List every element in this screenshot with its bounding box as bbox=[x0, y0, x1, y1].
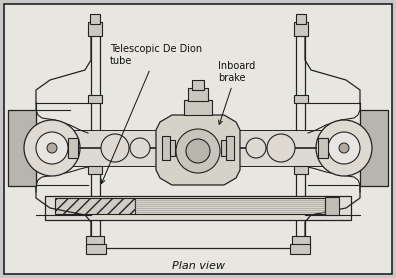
Bar bbox=[45, 130, 351, 166]
Circle shape bbox=[246, 138, 266, 158]
Bar bbox=[86, 236, 104, 248]
Circle shape bbox=[186, 139, 210, 163]
Bar bbox=[184, 100, 212, 115]
Text: Inboard
brake: Inboard brake bbox=[218, 61, 255, 124]
Text: Plan view: Plan view bbox=[171, 261, 225, 271]
Circle shape bbox=[267, 134, 295, 162]
Circle shape bbox=[176, 129, 220, 173]
Bar bbox=[8, 110, 36, 186]
Bar bbox=[226, 136, 234, 160]
Circle shape bbox=[328, 132, 360, 164]
Bar bbox=[292, 236, 310, 248]
Circle shape bbox=[101, 134, 129, 162]
Bar bbox=[188, 88, 208, 101]
Bar bbox=[294, 95, 308, 103]
Bar bbox=[294, 22, 308, 36]
Circle shape bbox=[36, 132, 68, 164]
Bar bbox=[296, 14, 306, 24]
Bar bbox=[290, 244, 310, 254]
Text: Telescopic De Dion
tube: Telescopic De Dion tube bbox=[101, 44, 202, 183]
Bar bbox=[135, 198, 325, 214]
Bar bbox=[170, 140, 175, 156]
Bar bbox=[221, 140, 226, 156]
Bar bbox=[325, 197, 339, 215]
Bar bbox=[360, 110, 388, 186]
Circle shape bbox=[339, 143, 349, 153]
Circle shape bbox=[47, 143, 57, 153]
Bar bbox=[88, 95, 102, 103]
Bar bbox=[192, 80, 204, 90]
Circle shape bbox=[130, 138, 150, 158]
Bar bbox=[45, 196, 351, 220]
Circle shape bbox=[316, 120, 372, 176]
Bar bbox=[88, 22, 102, 36]
Bar bbox=[162, 136, 170, 160]
Bar bbox=[68, 138, 78, 158]
Bar bbox=[88, 166, 102, 174]
Bar bbox=[318, 138, 328, 158]
Bar bbox=[86, 244, 106, 254]
Polygon shape bbox=[156, 115, 240, 185]
Bar bbox=[90, 14, 100, 24]
Bar bbox=[55, 198, 135, 214]
Circle shape bbox=[24, 120, 80, 176]
Bar bbox=[294, 166, 308, 174]
